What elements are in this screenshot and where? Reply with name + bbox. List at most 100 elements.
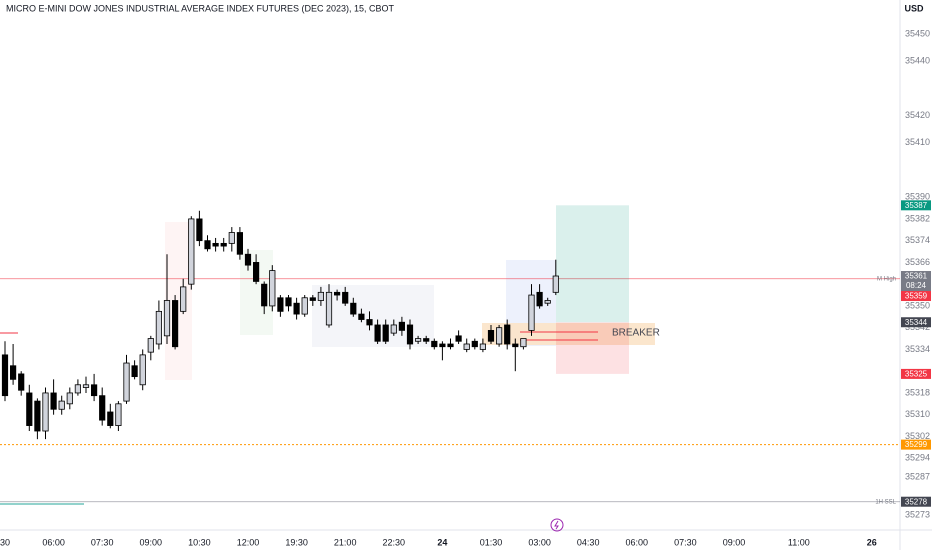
- level-label: M High: [877, 276, 896, 282]
- candle-body: [58, 400, 65, 410]
- x-tick-label: 07:30: [674, 537, 697, 547]
- x-tick-label: 26: [867, 537, 877, 547]
- candle-body: [155, 310, 162, 345]
- y-tick-label: 35310: [905, 409, 930, 419]
- candle-body: [212, 242, 219, 247]
- candle-body: [244, 253, 252, 266]
- candle-body: [107, 411, 114, 426]
- candle-body: [374, 324, 381, 342]
- y-tick-label: 35382: [905, 213, 930, 223]
- price-tag: [901, 317, 931, 328]
- currency: USD: [904, 3, 924, 13]
- x-tick-label: 01:30: [480, 537, 503, 547]
- x-tick-label: 03:00: [528, 537, 551, 547]
- event-icon: [554, 520, 559, 530]
- candle-body: [552, 275, 559, 293]
- y-tick-label: 35334: [905, 344, 930, 354]
- candle-body: [277, 297, 284, 312]
- candle-body: [82, 384, 90, 388]
- candle-body: [42, 392, 49, 432]
- candle-body: [423, 338, 430, 342]
- candle-body: [414, 338, 422, 342]
- y-tick-label: 35350: [905, 300, 930, 310]
- candle-body: [115, 403, 122, 426]
- y-tick-label: 35366: [905, 257, 930, 267]
- price-tag: [901, 496, 931, 507]
- annotation: BREAKER: [612, 328, 660, 339]
- candle-body: [139, 354, 146, 386]
- candle-body: [439, 343, 446, 348]
- price-tag: [901, 368, 931, 379]
- y-tick-label: 35302: [905, 431, 930, 441]
- x-tick-label: 22:30: [383, 537, 406, 547]
- price-tag-label: 35361: [905, 272, 928, 281]
- candle-body: [50, 392, 57, 410]
- countdown: 08:24: [906, 281, 927, 290]
- candle-body: [471, 340, 478, 348]
- candle-body: [131, 365, 138, 378]
- candle-body: [358, 313, 365, 320]
- price-tag: [901, 271, 931, 292]
- y-tick-label: 35390: [905, 192, 930, 202]
- candle-body: [382, 324, 389, 342]
- candle-body: [544, 300, 551, 304]
- price-tag-label: 35278: [905, 497, 928, 506]
- price-tag: [901, 291, 931, 302]
- candle-body: [220, 242, 227, 247]
- candle-body: [204, 240, 211, 250]
- y-tick-label: 35294: [905, 453, 930, 463]
- candle-body: [66, 392, 73, 405]
- y-tick-label: 35420: [905, 110, 930, 120]
- candle-body: [317, 291, 325, 301]
- candle-body: [147, 338, 154, 353]
- candle-body: [520, 338, 527, 348]
- candle-body: [269, 270, 276, 307]
- zone: [312, 285, 434, 347]
- candle-body: [447, 343, 454, 348]
- chart-title: MICRO E-MINI DOW JONES INDUSTRIAL AVERAG…: [6, 3, 395, 13]
- candle-body: [196, 218, 203, 242]
- candle-body: [406, 324, 414, 345]
- candle-body: [504, 324, 511, 345]
- candle-body: [74, 384, 81, 394]
- candle-body: [180, 286, 187, 312]
- price-tag-label: 35359: [905, 292, 928, 301]
- candle-body: [301, 297, 308, 315]
- candle-body: [228, 232, 235, 244]
- x-tick-label: 09:00: [140, 537, 163, 547]
- candle-body: [91, 384, 98, 397]
- candle-body: [390, 324, 397, 334]
- candle-body: [34, 400, 41, 432]
- candle-body: [350, 302, 357, 315]
- candle-body: [171, 300, 179, 348]
- candle-body: [26, 392, 33, 426]
- candle-body: [455, 335, 462, 342]
- x-tick-label: 06:00: [626, 537, 649, 547]
- candle-body: [9, 365, 17, 380]
- price-tag: [901, 439, 931, 450]
- candle-body: [479, 343, 487, 350]
- candle-body: [528, 294, 535, 331]
- price-tag-label: 35325: [905, 370, 928, 379]
- target-zone: [556, 205, 629, 323]
- candle-body: [536, 291, 543, 307]
- candle-body: [123, 362, 130, 402]
- candle-body: [366, 319, 373, 326]
- candle-body: [188, 218, 195, 285]
- candle-body: [309, 297, 316, 301]
- candle-body: [163, 300, 171, 337]
- stop-zone: [556, 322, 629, 374]
- candle-body: [99, 395, 106, 421]
- candle-body: [342, 291, 349, 304]
- x-tick-label: 21:00: [334, 537, 357, 547]
- candle-body: [398, 321, 406, 331]
- candle-body: [495, 327, 503, 345]
- y-tick-label: 35287: [905, 472, 930, 482]
- price-tag-label: 35344: [905, 318, 928, 327]
- y-tick-label: 35374: [905, 235, 930, 245]
- candle-body: [1, 354, 9, 397]
- level-label: 1H SSL: [875, 499, 896, 505]
- event-icon: [550, 518, 564, 532]
